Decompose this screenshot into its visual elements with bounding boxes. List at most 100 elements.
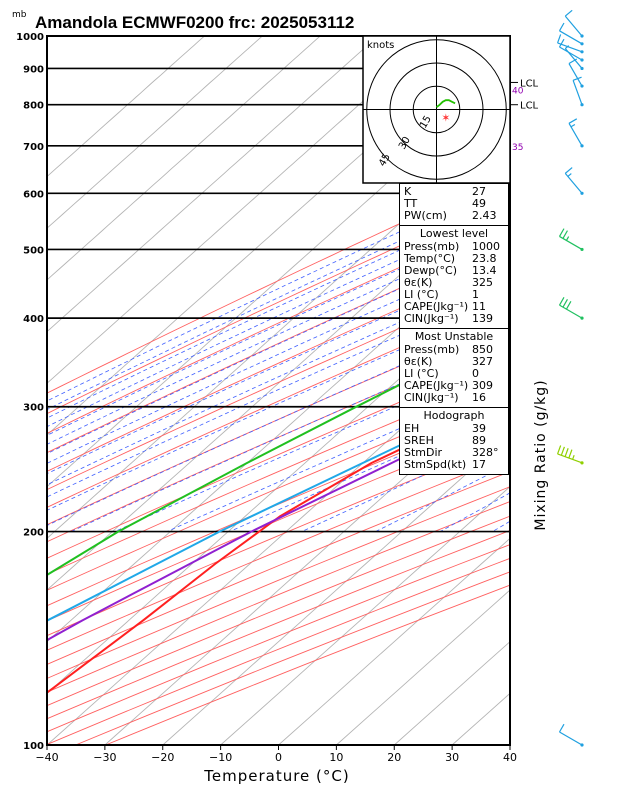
stat-row: θε(K) 327 (404, 356, 504, 368)
stat-key: Dewp(°C) (404, 264, 457, 277)
wind-barb-dot (580, 144, 584, 148)
stat-row: CIN(Jkg⁻¹) 139 (404, 313, 504, 325)
section-heading: Lowest level (419, 227, 489, 240)
stat-value: 327 (472, 355, 493, 368)
x-tick-label: 40 (503, 751, 517, 764)
dry-adiabat-line (47, 515, 510, 707)
stat-row: CIN(Jkg⁻¹) 16 (404, 392, 504, 404)
stat-key: CIN(Jkg⁻¹) (404, 312, 459, 325)
stat-value: 328° (472, 446, 499, 459)
wind-barb-shaft (572, 80, 583, 105)
stat-key: StmSpd(kt) (404, 458, 467, 471)
dry-adiabat-line (47, 299, 510, 508)
x-tick-label: 0 (275, 751, 282, 764)
stat-value: 139 (472, 312, 493, 325)
stat-value: 850 (472, 343, 493, 356)
wind-barb-flag (564, 448, 569, 457)
dry-adiabat-line (47, 195, 510, 415)
isotherm-line (47, 36, 321, 281)
y-tick-label: 800 (23, 101, 44, 112)
stats-hodograph: Hodograph EH 39 SREH 89 StmDir 328° StmSpd(… (400, 407, 508, 474)
wind-barb-dot (580, 34, 584, 38)
stat-row: Temp(°C) 23.8 (404, 253, 504, 265)
stat-value: 0 (472, 367, 479, 380)
y-tick-label: 600 (23, 189, 44, 200)
wind-barb-flag (565, 236, 570, 241)
wind-barb-dot (580, 50, 584, 54)
wind-barb-flag (562, 230, 568, 239)
stat-row: Dewp(°C) 13.4 (404, 265, 504, 277)
dry-adiabat-line (47, 238, 510, 454)
sounding-line (47, 391, 510, 622)
x-tick-label: −10 (209, 751, 232, 764)
stat-value: 23.8 (472, 252, 497, 265)
lcl-label: LCL (520, 101, 539, 112)
storm-motion-marker: ✶ (441, 111, 450, 124)
wind-barb-flag (558, 297, 565, 306)
y-tick-label: 100 (23, 741, 44, 752)
x-tick-label: 30 (445, 751, 459, 764)
wind-barb-flag (558, 38, 565, 48)
wind-barb-shaft (557, 453, 583, 464)
y-tick-label: 1000 (16, 32, 44, 43)
stat-row: Press(mb) 1000 (404, 241, 504, 253)
wind-barb-flag (564, 9, 573, 17)
stats-lowest-level: Lowest level Press(mb) 1000 Temp(°C) 23.8 … (400, 225, 508, 328)
wind-barb-flag (568, 118, 578, 124)
moist-adiabat-line (47, 228, 510, 445)
dry-adiabat-line (47, 501, 510, 693)
wind-barb-dot (580, 84, 584, 88)
dry-adiabat-line (47, 390, 510, 591)
isotherm-line (47, 36, 379, 333)
wind-barb-dot (580, 66, 584, 71)
stat-key: Press(mb) (404, 343, 460, 356)
dry-adiabat-line (47, 318, 510, 526)
wind-barb-shaft (559, 30, 583, 45)
wind-barb-shaft (564, 15, 583, 37)
dry-adiabat-line (47, 172, 510, 394)
x-tick-label: 20 (387, 751, 401, 764)
wind-barb-flag (558, 723, 565, 733)
wind-barb-flag (557, 445, 562, 455)
wind-barb-shaft (568, 63, 583, 87)
mixing-ratio-label: 40 (512, 87, 524, 97)
stat-value: 1 (472, 288, 479, 301)
wind-barb-dot (580, 743, 584, 747)
stat-key: CAPE(Jkg⁻¹) (404, 379, 469, 392)
y-tick-label: 300 (23, 403, 44, 414)
sounding-line (47, 404, 510, 642)
isotherm-line (47, 175, 510, 591)
hodograph-label: knots (367, 40, 394, 51)
moist-adiabat-line (47, 273, 510, 486)
wind-barb-shaft (564, 48, 583, 69)
sounding-line (47, 328, 510, 577)
wind-barbs (557, 9, 584, 747)
stat-key: PW(cm) (404, 209, 447, 222)
stat-key: K (404, 185, 412, 198)
stat-row: θε(K) 325 (404, 277, 504, 289)
mixing-ratio-axis-label: Mixing Ratio (g/kg) (533, 379, 549, 530)
wind-barb-flag (557, 34, 562, 44)
y-tick-label: 400 (23, 314, 44, 325)
hodograph-trace (435, 99, 456, 108)
wind-barb-flag (564, 167, 573, 174)
stat-value: 39 (472, 422, 486, 435)
stat-value: 309 (472, 379, 493, 392)
mixing-ratio-label: 35 (512, 143, 523, 153)
x-tick-label: 10 (329, 751, 343, 764)
chart-title: Amandola ECMWF0200 frc: 2025053112 (35, 13, 354, 32)
dry-adiabat-line (47, 372, 510, 575)
dry-adiabat-line (47, 439, 510, 637)
x-tick-label: −40 (35, 751, 58, 764)
isotherm-line (509, 744, 510, 745)
wind-barb-dot (580, 42, 584, 46)
stat-value: 1000 (472, 240, 500, 253)
dry-adiabat-line (47, 217, 510, 434)
y-tick-label: 700 (23, 142, 44, 153)
stat-row: EH 39 (404, 423, 504, 435)
wind-barb-flag (558, 22, 565, 32)
wind-barb-shaft (559, 304, 583, 319)
wind-barb-dot (580, 103, 584, 107)
stat-row: StmDir 328° (404, 447, 504, 459)
dry-adiabat-line (47, 455, 510, 651)
